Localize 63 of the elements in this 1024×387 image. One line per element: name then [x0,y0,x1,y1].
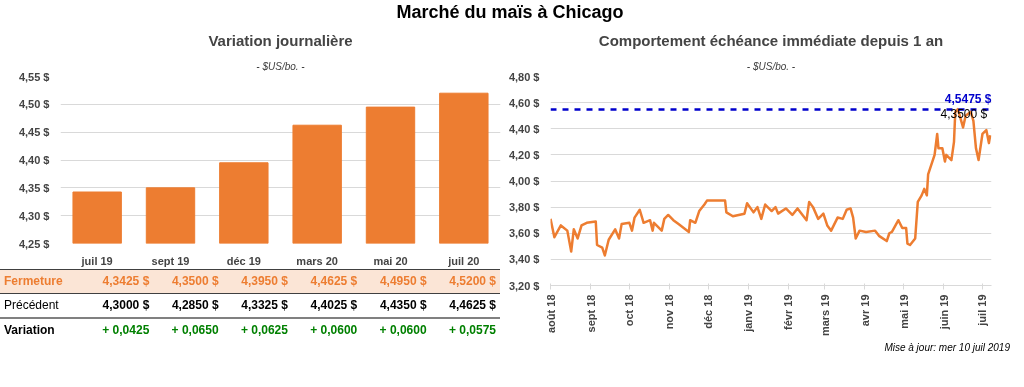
x-tick-label: avr 19 [858,294,871,327]
y-tick-label: 4,40 $ [18,154,50,166]
text: Fermeture [3,273,64,290]
chart-title: Variation journalière [208,31,353,49]
x-tick-label: juil 20 [447,254,480,267]
x-tick-label: juin 19 [937,294,950,331]
x-tick-label: juil 19 [80,254,113,267]
data-label: 4,4950 $ [378,273,428,290]
data-label: 4,3425 $ [101,273,151,290]
text: 4,3325 $ [240,297,289,315]
text: + 0,0575 [447,322,497,340]
data-label: 4,3500 $ [170,273,220,290]
line-series [550,107,992,257]
text: + 0,0600 [309,322,359,340]
x-tick-label: mars 20 [296,254,338,267]
chart-subtitle: - $US/bo. - [746,60,796,72]
text: + 0,0425 [101,322,151,340]
x-tick-label: janv 19 [742,294,755,333]
text: 4,4625 $ [448,297,497,315]
x-tick-label: déc 19 [226,254,261,267]
text: 4,4025 $ [309,297,359,315]
y-tick-label: 3,60 $ [508,227,540,240]
data-label: 4,5200 $ [448,273,497,290]
x-tick-label: juil 19 [976,294,989,327]
chart-title: Comportement échéance immédiate depuis 1 an [598,31,944,49]
chart-subtitle: - $US/bo. - [256,60,306,72]
text: + 0,0600 [378,322,428,340]
y-tick-label: 4,55 $ [18,70,50,83]
text: Marché du maïs à Chicago [395,1,625,24]
text: 4,2850 $ [170,297,220,315]
text: Précédent [3,297,60,315]
y-tick-label: 4,30 $ [18,209,50,222]
data-label: 4,4625 $ [309,273,359,290]
y-tick-label: 4,80 $ [508,70,540,83]
text: + 0,0625 [239,322,289,340]
text: Mise à jour: mer 10 juil 2019 [883,341,1010,355]
text: 4,4350 $ [378,297,428,315]
x-tick-label: sept 18 [584,294,597,333]
x-tick-label: mai 19 [897,294,910,329]
y-tick-label: 4,25 $ [18,237,50,250]
x-tick-label: nov 18 [663,294,676,330]
x-tick-label: déc 18 [702,294,715,329]
data-label: 4,3950 $ [240,273,289,290]
x-tick-label: mai 20 [373,254,408,267]
text: Variation [3,322,56,340]
y-tick-label: 4,00 $ [508,175,540,187]
x-tick-label: oct 18 [623,294,636,327]
text: 4,3000 $ [101,297,151,315]
y-tick-label: 3,80 $ [508,201,540,214]
y-tick-label: 3,20 $ [508,279,540,292]
y-tick-label: 4,50 $ [18,98,50,111]
y-tick-label: 4,40 $ [508,122,540,135]
y-tick-label: 3,40 $ [508,253,540,266]
y-tick-label: 4,60 $ [508,96,540,109]
x-tick-label: mars 19 [818,294,831,337]
text: + 0,0650 [170,322,220,340]
x-tick-label: août 18 [544,294,557,334]
x-tick-label: févr 19 [782,294,795,330]
y-tick-label: 4,35 $ [18,181,50,194]
y-tick-label: 4,20 $ [508,148,540,161]
x-tick-label: sept 19 [151,254,190,267]
y-tick-label: 4,45 $ [18,126,50,139]
ref-line-label: 4,5475 $ [944,92,992,107]
